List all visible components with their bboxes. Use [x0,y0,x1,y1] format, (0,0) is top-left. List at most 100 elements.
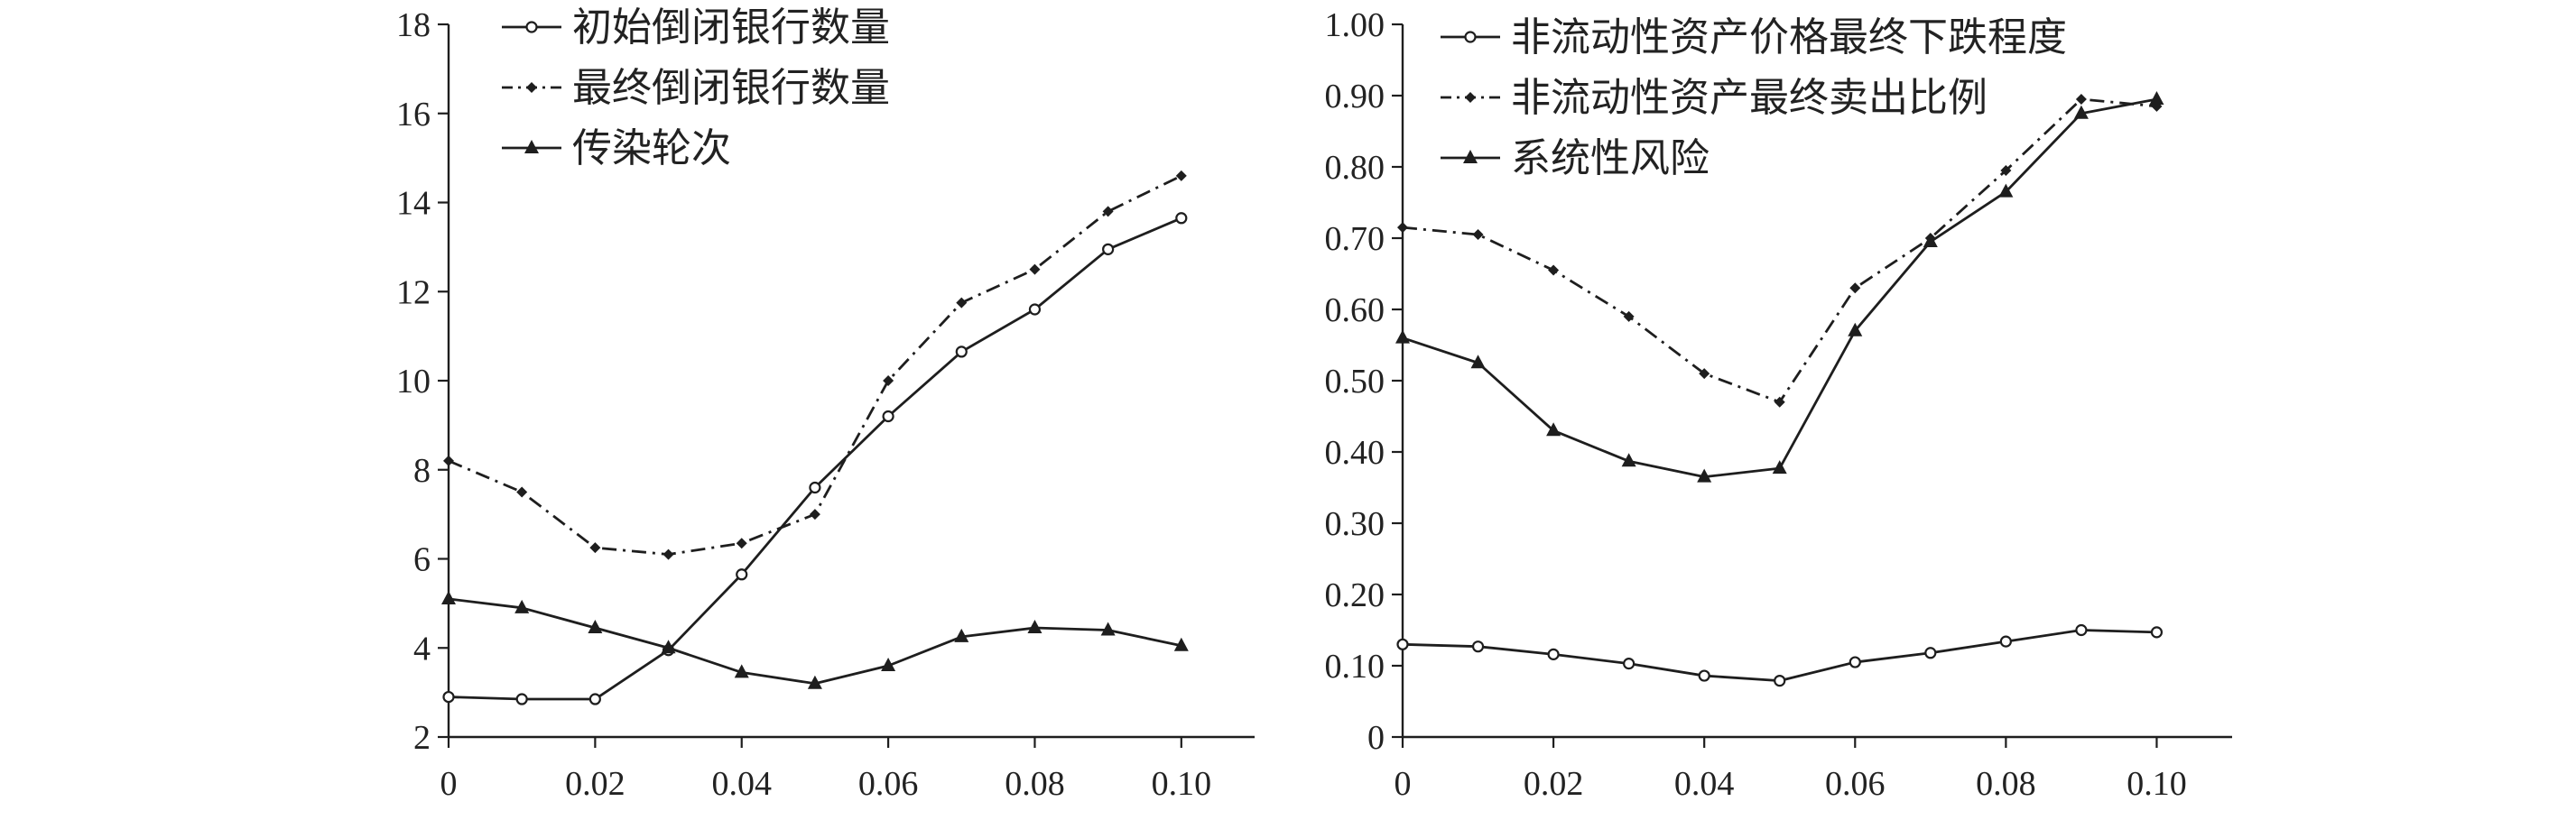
left-data-point [443,455,454,466]
right-legend-marker [1463,150,1478,163]
right-y-tick-label: 0.40 [1325,434,1385,472]
left-data-point [588,693,601,705]
left-data-point [956,297,968,309]
left-series-line [448,597,1182,686]
right-data-point [1699,368,1710,380]
right-data-point [1924,647,1937,659]
left-data-point [1028,303,1042,316]
left-data-point [1027,620,1042,634]
left-data-point [734,664,749,678]
left-x-tick-label: 0 [440,765,458,803]
right-x-tick-label: 0.04 [1674,765,1735,803]
right-y-tick-label: 0.70 [1325,220,1385,258]
left-data-point [514,599,530,613]
left-x-tick-label: 0.08 [1005,765,1065,803]
right-x-tick-label: 0.08 [1976,765,2036,803]
left-data-point [661,640,676,654]
right-data-point [1998,183,2014,198]
right-legend-label: 系统性风险 [1511,135,1710,181]
right-legend-label: 非流动性资产价格最终下跌程度 [1511,14,2067,60]
left-data-point [663,548,674,560]
left-legend-label: 传染轮次 [572,125,731,171]
left-data-point [1173,637,1189,651]
right-y-tick-label: 0.60 [1325,291,1385,329]
left-y-tick-label: 12 [396,273,431,311]
left-series-line [448,174,1182,556]
left-data-point [882,410,894,423]
left-y-tick-label: 4 [413,630,431,668]
left-x-tick-label: 0.10 [1152,765,1212,803]
right-data-point [1772,460,1787,474]
right-data-point [1470,355,1486,369]
right-data-point [1774,674,1786,687]
left-data-point [589,542,601,554]
right-y-tick-label: 0.10 [1325,648,1385,686]
right-data-point [1621,453,1636,467]
right-legend-label: 非流动性资产最终卖出比例 [1511,75,1988,121]
left-data-point [955,346,968,358]
right-data-point [1547,648,1560,660]
right-data-point [1395,329,1410,344]
left-y-tick-label: 2 [413,719,431,757]
right-y-tick-label: 0.20 [1325,576,1385,614]
right-y-tick-label: 1.00 [1325,6,1385,44]
right-data-point [1623,310,1635,322]
left-x-tick-label: 0.06 [858,765,919,803]
right-series-1 [1396,623,2164,687]
right-data-point [1697,468,1712,483]
left-legend-marker [524,140,539,153]
left-legend-marker [526,82,537,93]
right-data-point [1471,640,1485,653]
left-y-tick-label: 14 [396,185,431,223]
right-x-tick-label: 0 [1395,765,1412,803]
right-data-point [2073,105,2089,119]
left-data-point [954,628,969,642]
right-data-point [1396,638,1409,650]
left-x-tick-label: 0.02 [565,765,625,803]
right-x-tick-label: 0.10 [2127,765,2187,803]
right-y-tick-label: 0 [1367,719,1385,757]
right-series-line [1402,629,2157,682]
left-data-point [807,675,822,689]
left-data-point [516,486,528,498]
left-data-point [736,538,747,549]
left-y-tick-label: 10 [396,363,431,401]
right-data-point [2075,623,2088,637]
left-series-2 [443,170,1187,560]
left-data-point [1100,622,1116,636]
left-legend-label: 最终倒闭银行数量 [572,65,890,111]
left-data-point [1029,263,1041,275]
right-data-point [1698,669,1710,682]
right-data-point [1848,322,1863,336]
left-data-point [881,658,896,671]
left-data-point [1102,243,1115,255]
left-chart: 2 4 6 8 10 12 14 16 18 0 0.02 0.04 0.06 0.08 0.10 初始倒闭银… [396,5,1255,803]
right-data-point [2149,90,2164,105]
left-series-1 [442,212,1188,705]
right-legend-marker [1465,92,1476,103]
right-data-point [2000,164,2012,176]
right-data-point [2075,93,2087,105]
left-data-point [441,590,456,604]
left-data-point [442,690,455,704]
left-legend-marker [525,21,538,33]
right-x-tick-label: 0.02 [1524,765,1584,803]
right-data-point [1623,658,1635,670]
right-chart: 0 0.10 0.20 0.30 0.40 0.50 0.60 0.70 0.80 0.90 1.0… [1325,6,2232,803]
left-data-point [809,509,820,521]
right-data-point [1548,264,1560,276]
left-y-tick-label: 6 [413,541,431,579]
left-y-tick-label: 16 [396,96,431,134]
right-data-point [1546,422,1561,437]
right-data-point [1397,222,1408,234]
right-x-tick-label: 0.06 [1825,765,1886,803]
left-series-line [448,217,1182,701]
left-data-point [736,568,748,581]
right-data-point [2150,626,2164,639]
left-data-point [809,481,821,494]
right-y-tick-label: 0.30 [1325,505,1385,543]
